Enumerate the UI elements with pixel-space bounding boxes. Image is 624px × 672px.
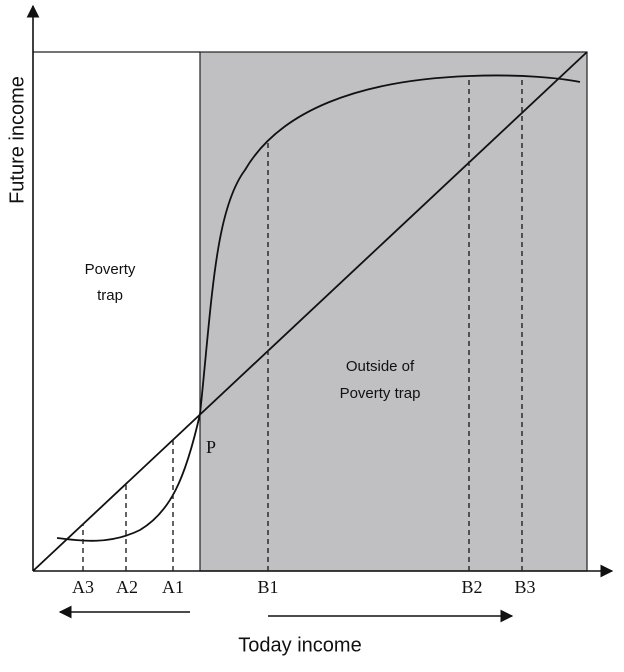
marker-label: A2: [116, 577, 138, 597]
marker-label: B1: [257, 577, 278, 597]
point-label: P: [206, 437, 216, 457]
x-axis-label: Today income: [238, 634, 361, 656]
y-axis-label: Future income: [6, 76, 28, 204]
region-label: trap: [97, 287, 123, 304]
marker-label: B3: [514, 577, 535, 597]
outside-region: [199, 51, 588, 572]
marker-label: B2: [461, 577, 482, 597]
diagonal: [32, 51, 588, 572]
region-label: Poverty: [85, 261, 136, 278]
region-label: Poverty trap: [340, 385, 421, 402]
marker-label: A3: [72, 577, 94, 597]
income-curve: [56, 74, 581, 542]
marker-label: A1: [162, 577, 184, 597]
region-label: Outside of: [346, 358, 415, 375]
